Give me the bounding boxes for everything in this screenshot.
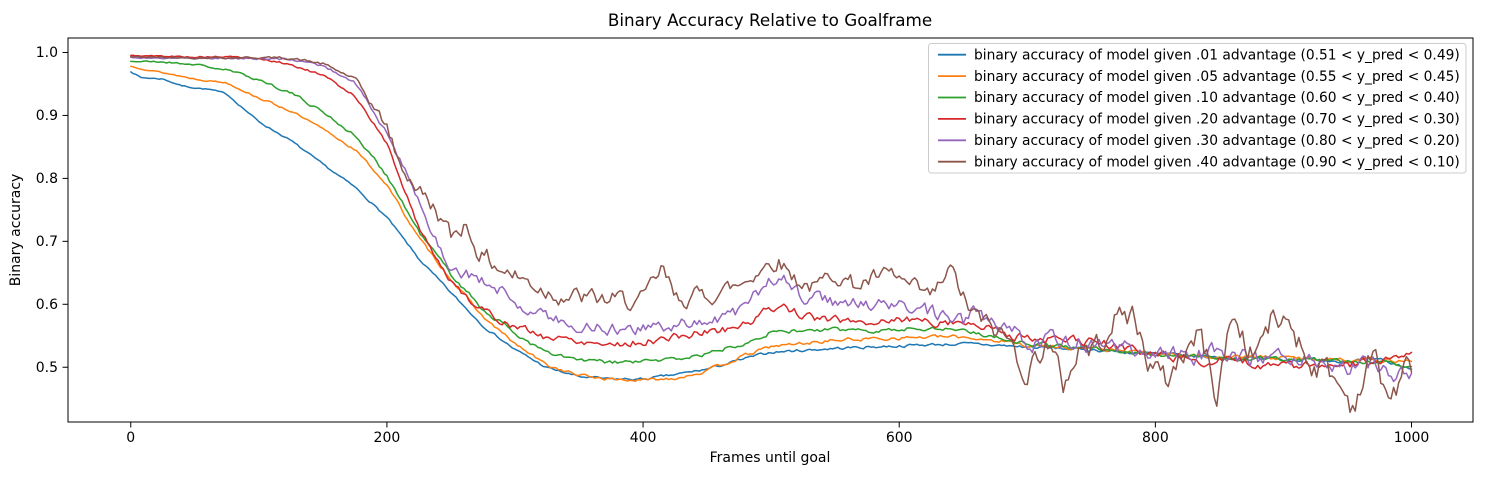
chart-title: Binary Accuracy Relative to Goalframe xyxy=(608,10,932,30)
y-tick-label: 0.7 xyxy=(36,234,58,250)
legend-label: binary accuracy of model given .20 advan… xyxy=(974,112,1460,128)
x-tick-label: 200 xyxy=(374,430,401,446)
y-tick-label: 1.0 xyxy=(36,45,58,61)
y-tick-label: 0.6 xyxy=(36,297,58,313)
legend-label: binary accuracy of model given .05 advan… xyxy=(974,69,1460,85)
legend-item: binary accuracy of model given .10 advan… xyxy=(938,90,1460,106)
x-axis-label: Frames until goal xyxy=(710,450,831,466)
series-lines-group xyxy=(130,54,1413,413)
legend-item: binary accuracy of model given .30 advan… xyxy=(938,133,1460,149)
legend-item: binary accuracy of model given .05 advan… xyxy=(938,69,1460,85)
x-tick-label: 600 xyxy=(886,430,913,446)
legend-label: binary accuracy of model given .10 advan… xyxy=(974,90,1460,106)
legend-item: binary accuracy of model given .20 advan… xyxy=(938,112,1460,128)
y-tick-label: 0.8 xyxy=(36,171,58,187)
series-line-advantage-40 xyxy=(130,55,1413,413)
legend-item: binary accuracy of model given .01 advan… xyxy=(938,47,1460,63)
y-tick-label: 0.5 xyxy=(36,360,58,376)
legend-item: binary accuracy of model given .40 advan… xyxy=(938,154,1460,170)
y-axis-ticks: 0.5 0.6 0.7 0.8 0.9 1.0 xyxy=(36,45,68,376)
legend-box xyxy=(928,43,1467,174)
series-line-advantage-10 xyxy=(130,60,1413,368)
x-tick-label: 400 xyxy=(630,430,657,446)
legend-label: binary accuracy of model given .40 advan… xyxy=(974,154,1460,170)
y-axis-label: Binary accuracy xyxy=(8,174,24,287)
series-line-advantage-20 xyxy=(130,54,1413,370)
legend-label: binary accuracy of model given .01 advan… xyxy=(974,47,1460,63)
series-line-advantage-30 xyxy=(130,56,1413,383)
x-axis-ticks: 0 200 400 600 800 1000 xyxy=(126,422,1429,446)
x-tick-label: 800 xyxy=(1142,430,1169,446)
y-tick-label: 0.9 xyxy=(36,108,58,124)
legend-label: binary accuracy of model given .30 advan… xyxy=(974,133,1460,149)
plot-border xyxy=(67,37,1474,423)
x-tick-label: 1000 xyxy=(1394,430,1430,446)
x-tick-label: 0 xyxy=(126,430,135,446)
legend: binary accuracy of model given .01 advan… xyxy=(928,43,1467,174)
